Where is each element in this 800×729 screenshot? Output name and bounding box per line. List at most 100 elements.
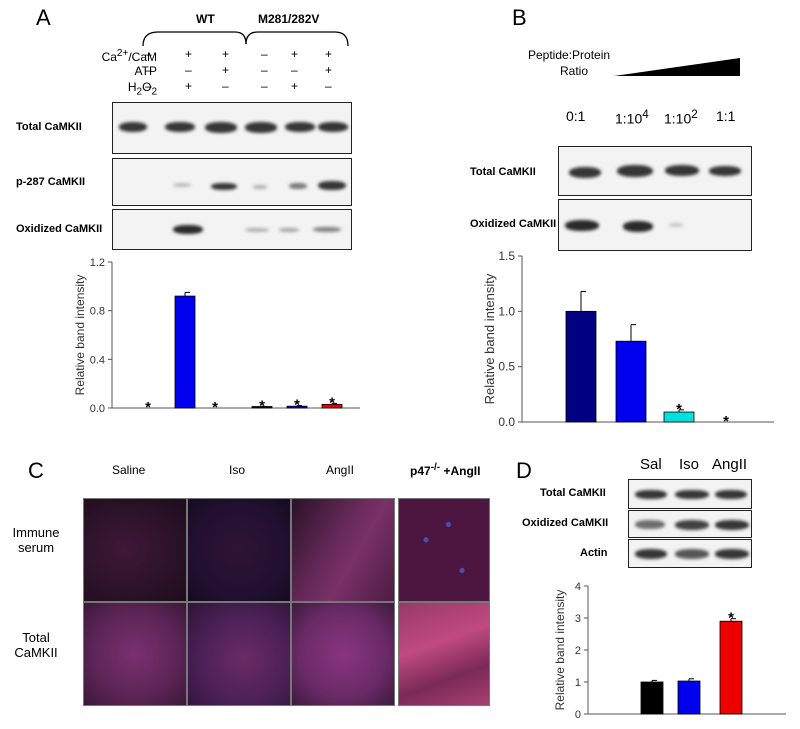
condition-signs: – + + – + + – – + – – + – + – – + – [20, 44, 365, 99]
blot-band [715, 520, 749, 530]
blot-label-a-p287: p-287 CaMKII [16, 176, 86, 188]
blot-band [715, 549, 749, 559]
blot-band [173, 225, 203, 234]
blot-band [318, 181, 346, 190]
y-axis-label: Relative band intensity [73, 275, 87, 396]
row-label-total-camkii: Total CaMKII [14, 630, 58, 660]
blot-band [675, 549, 709, 559]
condition-sign: – [261, 47, 268, 61]
chart-d: 0 1 2 3 4 Relative band intensity * [553, 581, 786, 721]
y-tick-label: 0.0 [498, 415, 515, 429]
col-label-d-iso: Iso [679, 456, 700, 473]
col-label-iso: Iso [229, 463, 246, 477]
micrograph-p47-immune [398, 498, 490, 602]
condition-sign: – [222, 79, 229, 93]
blot-band [675, 520, 709, 530]
condition-sign: + [325, 63, 333, 77]
bar [677, 680, 701, 715]
significance-marker: * [676, 401, 682, 418]
panel-label-c: C [28, 458, 44, 483]
blot-band [205, 122, 237, 133]
condition-sign: – [325, 79, 332, 93]
y-tick-label: 0.0 [90, 403, 105, 415]
blot-a-total [112, 102, 352, 154]
y-tick-label: 2 [575, 645, 581, 657]
blot-band [715, 490, 747, 499]
condition-sign: – [261, 63, 268, 77]
blot-band [569, 167, 601, 178]
y-tick-label: 0 [575, 709, 581, 721]
blot-band [665, 165, 699, 176]
group-brackets [142, 31, 349, 47]
condition-sign: + [325, 47, 333, 61]
condition-sign: + [291, 47, 299, 61]
blot-label-b-total: Total CaMKII [470, 166, 536, 178]
micrograph-iso-total [187, 602, 291, 706]
blot-band [565, 220, 599, 231]
blot-band [635, 490, 667, 499]
micrograph-iso-immune [187, 498, 291, 602]
row-label-h2o2: H2O2 [127, 80, 157, 98]
significance-marker: * [329, 394, 335, 411]
blot-band [253, 185, 267, 189]
condition-table: Ca2+/CaM ATP H2O2 – + + – + + – – + – – + – + – – + – [20, 44, 365, 99]
blot-band [623, 221, 653, 232]
blot-d-oxidized [628, 510, 752, 538]
y-tick-label: 1.5 [498, 249, 515, 263]
blot-b-total [558, 146, 752, 196]
y-tick-label: 1 [575, 677, 581, 689]
micrograph-saline-immune [83, 498, 187, 602]
significance-marker: * [728, 610, 734, 627]
blot-label-d-actin: Actin [580, 547, 608, 559]
y-tick-label: 4 [575, 581, 581, 593]
y-axis-label: Relative band intensity [553, 590, 567, 711]
condition-sign: + [185, 47, 193, 61]
blot-band [669, 223, 683, 227]
group-label-wt: WT [196, 12, 215, 26]
blot-band [245, 122, 277, 133]
blot-d-total [628, 479, 752, 509]
bar [615, 340, 647, 423]
ratio-title-line2: Ratio [560, 64, 589, 78]
y-tick-label: 1.2 [90, 257, 105, 269]
blot-band [617, 165, 653, 177]
blot-label-b-oxidized: Oxidized CaMKII [470, 218, 557, 230]
panel-label-a: A [36, 5, 51, 30]
blot-a-oxidized [112, 209, 352, 250]
col-label-sal: Sal [640, 456, 662, 473]
y-axis-label: Relative band intensity [482, 273, 497, 404]
blot-d-actin [628, 539, 752, 568]
blot-band [173, 183, 191, 187]
significance-marker: * [259, 397, 265, 414]
blot-band [635, 520, 665, 529]
blot-label-a-oxidized: Oxidized CaMKII [16, 223, 103, 235]
micrograph-p47-total [398, 602, 490, 706]
group-label-mutant: M281/282V [258, 12, 320, 26]
blot-b-oxidized [558, 199, 752, 251]
col-label-angii: AngII [326, 463, 355, 477]
condition-sign: – [145, 47, 152, 61]
row-label-ca-cam: Ca2+/CaM [101, 48, 157, 64]
blot-label-d-oxidized: Oxidized CaMKII [522, 517, 609, 529]
panel-label-b: B [512, 5, 527, 30]
ratio-label-1: 0:1 [566, 108, 586, 124]
col-label-d-angii: AngII [712, 456, 748, 473]
blot-a-p287 [112, 158, 352, 206]
y-tick-label: 1.0 [498, 304, 515, 318]
blot-band [285, 122, 315, 132]
bar [719, 620, 743, 715]
condition-sign: + [291, 79, 299, 93]
blot-label-a-total: Total CaMKII [16, 121, 82, 133]
condition-sign: + [222, 63, 230, 77]
micrograph-angii-immune [291, 498, 395, 602]
ratio-title-line1: Peptide:Protein [528, 48, 611, 62]
significance-marker: * [212, 399, 218, 416]
significance-marker: * [294, 397, 300, 414]
row-label-immune-serum: Immune serum [12, 525, 60, 555]
bar [565, 310, 597, 423]
blot-band [318, 122, 348, 132]
col-label-p47-angii: p47-/- +AngII [410, 462, 481, 478]
blot-band [119, 122, 147, 132]
